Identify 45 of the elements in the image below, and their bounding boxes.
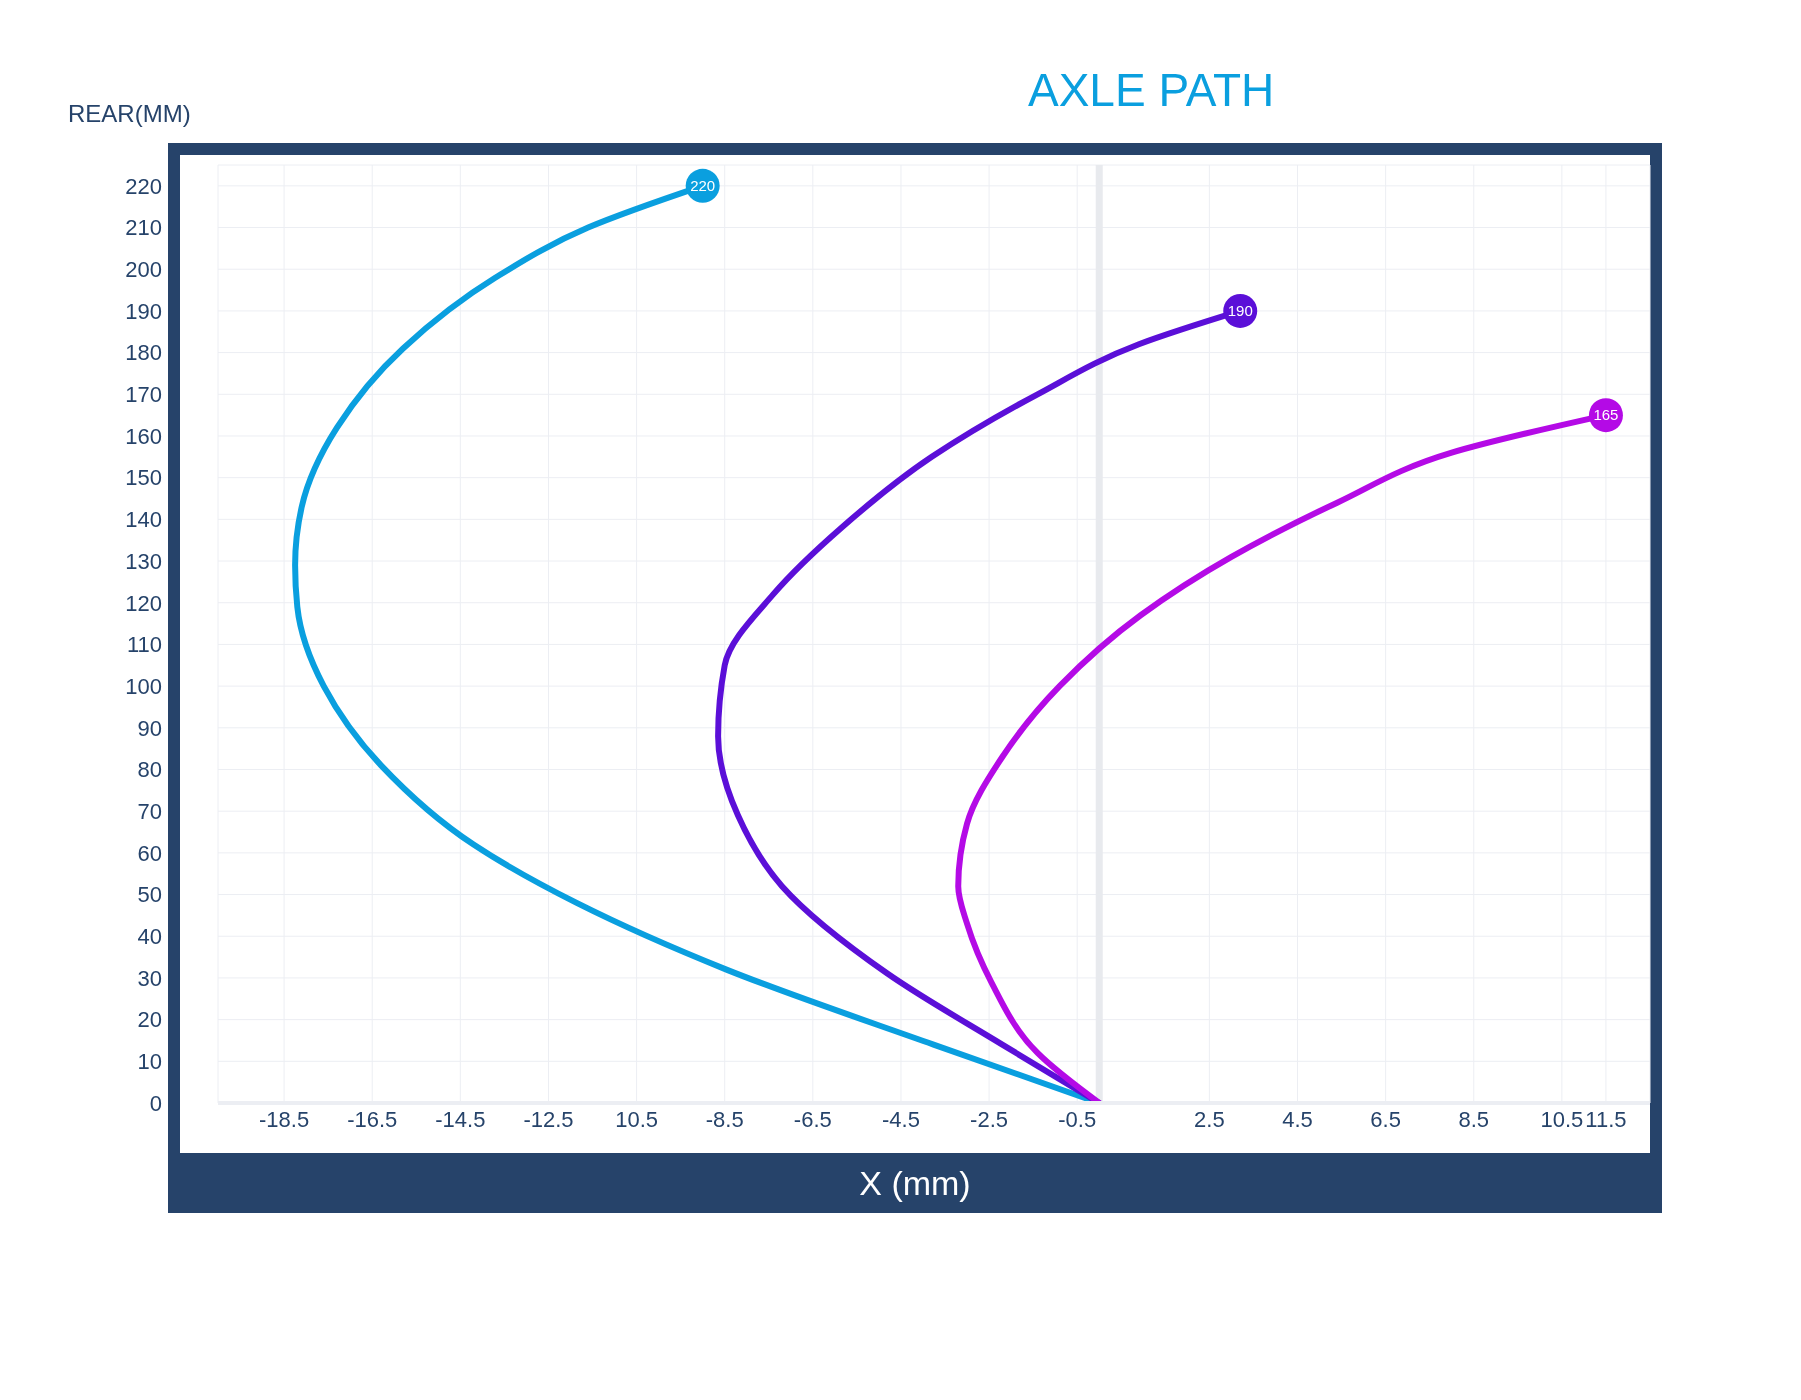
data-label: 165 xyxy=(1593,406,1619,424)
x-tick-label: -16.5 xyxy=(347,1106,398,1132)
y-tick-label: 40 xyxy=(137,924,162,950)
x-tick-label: 10.5 xyxy=(615,1106,658,1132)
data-label: 220 xyxy=(690,176,716,194)
y-tick-label: 210 xyxy=(125,215,162,241)
x-tick-label: -6.5 xyxy=(793,1106,832,1132)
x-tick-label: -4.5 xyxy=(881,1106,920,1132)
y-tick-label: 170 xyxy=(125,382,162,408)
y-tick-label: 180 xyxy=(125,340,162,366)
x-tick-label: 11.5 xyxy=(1585,1106,1627,1132)
x-tick-label: 6.5 xyxy=(1370,1106,1401,1132)
x-tick-label: -2.5 xyxy=(970,1106,1009,1132)
x-axis-title: X (mm) xyxy=(168,1153,1662,1213)
x-tick-label: -0.5 xyxy=(1058,1106,1097,1132)
x-tick-label: -12.5 xyxy=(523,1106,574,1132)
x-tick-label: -14.5 xyxy=(435,1106,486,1132)
x-tick-label: -8.5 xyxy=(705,1106,744,1132)
data-label: 190 xyxy=(1227,301,1253,319)
y-tick-label: 140 xyxy=(125,507,162,533)
y-tick-label: 0 xyxy=(149,1090,162,1116)
y-tick-label: 200 xyxy=(125,257,162,283)
y-tick-label: 130 xyxy=(125,548,162,574)
y-tick-label: 60 xyxy=(137,840,162,866)
y-tick-label: 220 xyxy=(125,173,162,199)
x-tick-label: -18.5 xyxy=(259,1106,310,1132)
x-tick-label: 10.5 xyxy=(1540,1106,1584,1132)
x-tick-label: 2.5 xyxy=(1194,1106,1225,1132)
y-tick-label: 70 xyxy=(137,798,162,824)
y-tick-label: 10 xyxy=(137,1049,162,1075)
y-tick-label: 160 xyxy=(125,423,162,449)
y-tick-label: 30 xyxy=(137,965,162,991)
y-tick-label: 120 xyxy=(125,590,162,616)
y-tick-label: 20 xyxy=(137,1007,162,1033)
y-axis-title: REAR(MM) xyxy=(68,100,191,128)
y-tick-label: 150 xyxy=(125,465,162,491)
y-tick-label: 110 xyxy=(126,632,162,658)
x-tick-label: 4.5 xyxy=(1282,1106,1313,1132)
y-tick-label: 90 xyxy=(137,715,162,741)
x-tick-label: 8.5 xyxy=(1458,1106,1490,1132)
y-tick-label: 50 xyxy=(137,882,162,908)
y-tick-label: 190 xyxy=(125,298,162,324)
chart-title: AXLE PATH xyxy=(1028,63,1275,117)
y-tick-label: 100 xyxy=(125,673,162,699)
y-tick-label: 80 xyxy=(137,757,162,783)
